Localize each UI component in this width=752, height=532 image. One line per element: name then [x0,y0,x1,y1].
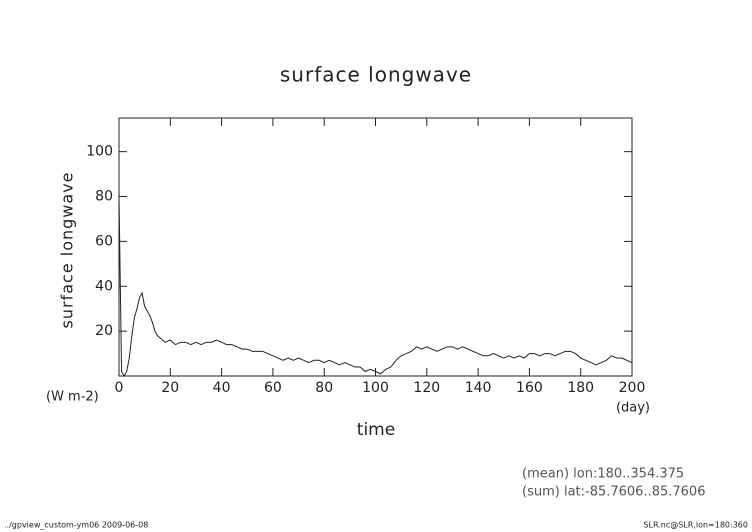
x-tick-label: 60 [264,380,282,396]
x-tick-label: 20 [161,380,179,396]
annotation: (mean) lon:180..354.375 [522,467,684,482]
x-tick-label: 80 [315,380,333,396]
chart-title: surface longwave [280,63,472,87]
y-tick-label: 60 [95,233,113,249]
y-tick-label: 40 [95,278,113,294]
y-tick-label: 80 [95,189,113,205]
x-tick-label: 40 [213,380,231,396]
x-tick-label: 140 [465,380,492,396]
annotation: (sum) lat:-85.7606..85.7606 [522,485,705,500]
x-tick-label: 160 [516,380,543,396]
x-tick-label: 0 [115,380,124,396]
plot-frame [118,117,633,377]
x-units: (day) [616,401,650,416]
y-units: (W m-2) [46,390,99,405]
x-tick-label: 100 [362,380,389,396]
x-tick-label: 120 [413,380,440,396]
x-axis-label: time [357,420,395,440]
data-line [118,196,633,378]
y-axis-label: surface longwave [58,172,77,329]
x-tick-label: 180 [567,380,594,396]
y-tick-label: 20 [95,323,113,339]
footer-right: SLR.nc@SLR,lon=180:360 [643,521,748,530]
footer-left: ../gpview_custom-ym06 2009-06-08 [4,521,148,530]
x-tick-label: 200 [619,380,646,396]
y-tick-label: 100 [86,144,113,160]
